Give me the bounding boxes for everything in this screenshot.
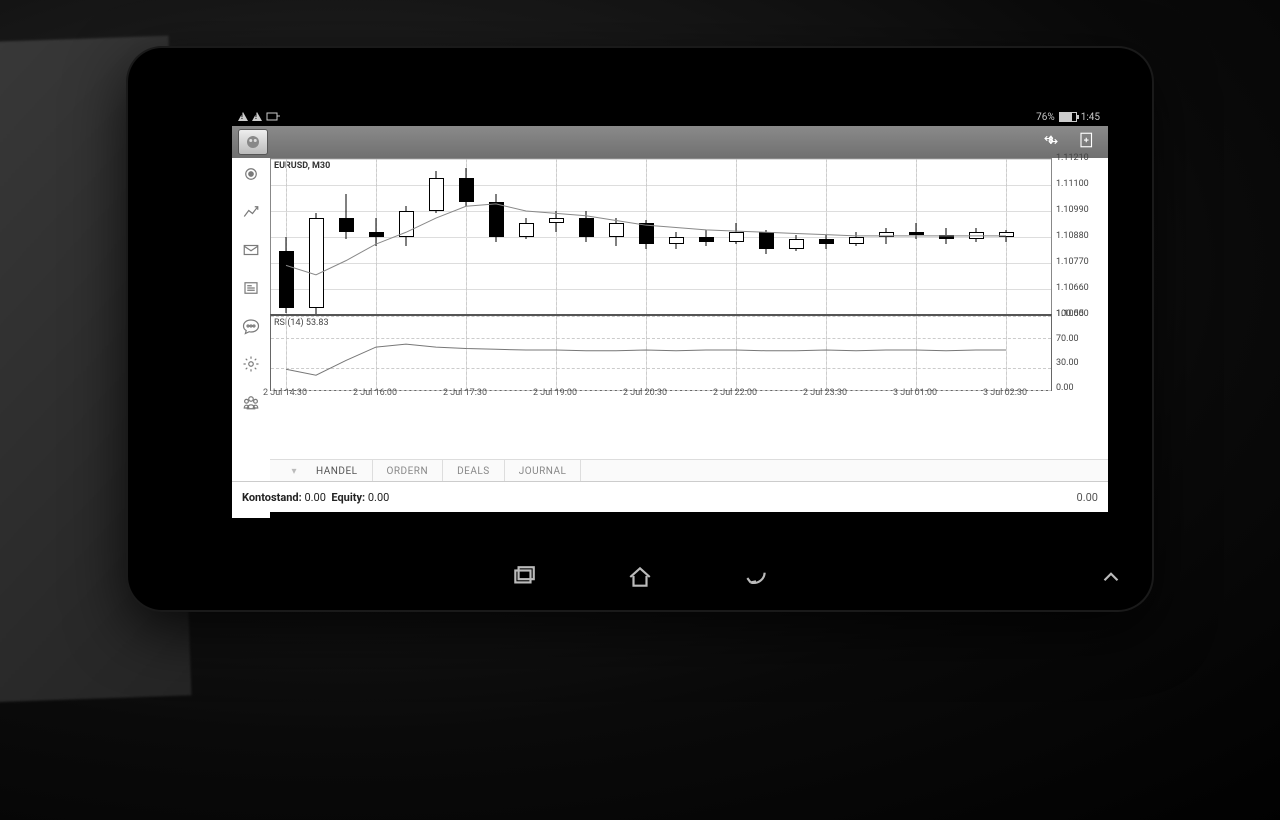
candle	[579, 159, 594, 315]
x-tick-label: 2 Jul 17:30	[443, 388, 487, 398]
battery-percent: 76%	[1036, 112, 1055, 123]
footer-right-value: 0.00	[1077, 491, 1098, 504]
rsi-panel[interactable]: RSI(14) 53.83	[270, 314, 1052, 391]
kontostand-value: 0.00	[304, 491, 325, 504]
x-tick-label: 2 Jul 14:30	[263, 388, 307, 398]
candle	[999, 159, 1014, 315]
y-tick-label: 1.10880	[1056, 231, 1089, 241]
account-footer: Kontostand: 0.00 Equity: 0.00 0.00	[232, 481, 1108, 512]
equity-label: Equity:	[331, 491, 365, 504]
app-logo-icon[interactable]	[238, 129, 268, 155]
community-icon[interactable]	[241, 392, 261, 412]
x-tick-label: 3 Jul 02:30	[983, 388, 1027, 398]
candle	[759, 159, 774, 315]
candle	[879, 159, 894, 315]
x-tick-label: 2 Jul 19:00	[533, 388, 577, 398]
candle	[369, 159, 384, 315]
y-tick-label: 1.10770	[1056, 257, 1089, 267]
candle	[939, 159, 954, 315]
expand-nav-icon[interactable]	[1098, 564, 1124, 594]
tablet-device: 76% 1:45 $	[128, 48, 1152, 610]
candle	[699, 159, 714, 315]
candle	[849, 159, 864, 315]
candle	[549, 159, 564, 315]
x-tick-label: 2 Jul 23:30	[803, 388, 847, 398]
home-button[interactable]	[627, 564, 653, 594]
tab-ordern[interactable]: ORDERN	[373, 460, 444, 482]
candle	[519, 159, 534, 315]
screen: 76% 1:45 $	[232, 108, 1108, 512]
candle	[339, 159, 354, 315]
candle	[429, 159, 444, 315]
sync-icon	[266, 112, 280, 122]
x-axis: 2 Jul 14:302 Jul 16:002 Jul 17:302 Jul 1…	[270, 388, 1052, 406]
mail-icon[interactable]	[241, 240, 261, 260]
x-tick-label: 2 Jul 20:30	[623, 388, 667, 398]
tab-journal[interactable]: JOURNAL	[505, 460, 582, 482]
tab-deals[interactable]: DEALS	[443, 460, 505, 482]
candle	[819, 159, 834, 315]
y-tick-label: 1.11210	[1056, 153, 1089, 163]
news-icon[interactable]	[241, 278, 261, 298]
chat-icon[interactable]	[241, 316, 261, 336]
rsi-y-tick-label: 0.00	[1056, 383, 1074, 393]
equity-value: 0.00	[368, 491, 389, 504]
y-tick-label: 1.11100	[1056, 179, 1089, 189]
chart-icon[interactable]	[241, 202, 261, 222]
candle	[729, 159, 744, 315]
quotes-icon[interactable]	[241, 164, 261, 184]
app-toolbar: $	[232, 126, 1108, 158]
candle	[309, 159, 324, 315]
candle	[909, 159, 924, 315]
candle	[639, 159, 654, 315]
candle	[279, 159, 294, 315]
warning-icon	[252, 112, 262, 121]
trade-icon[interactable]: $	[1042, 131, 1060, 153]
android-nav-bar	[128, 562, 1152, 596]
candle	[609, 159, 624, 315]
y-tick-label: 1.10990	[1056, 205, 1089, 215]
candle	[399, 159, 414, 315]
y-axis: 1.112101.111001.109901.108801.107701.106…	[1054, 158, 1108, 388]
candle	[789, 159, 804, 315]
warning-icon	[238, 112, 248, 121]
price-chart[interactable]: EURUSD, M30	[270, 158, 1052, 316]
candle	[669, 159, 684, 315]
chart-area[interactable]: EURUSD, M30 RSI(14) 53.83 2 Jul 14:302 J…	[270, 158, 1108, 456]
x-tick-label: 3 Jul 01:00	[893, 388, 937, 398]
battery-icon	[1059, 112, 1077, 122]
x-tick-label: 2 Jul 22:00	[713, 388, 757, 398]
rsi-y-tick-label: 70.00	[1056, 334, 1079, 344]
svg-text:$: $	[1049, 135, 1053, 144]
rsi-y-tick-label: 100.00	[1056, 309, 1084, 319]
chevron-down-icon[interactable]: ▾	[286, 466, 302, 477]
candle	[459, 159, 474, 315]
settings-icon[interactable]	[241, 354, 261, 374]
candle	[969, 159, 984, 315]
candle	[489, 159, 504, 315]
clock: 1:45	[1081, 112, 1100, 123]
y-tick-label: 1.10660	[1056, 283, 1089, 293]
new-order-icon[interactable]	[1078, 131, 1096, 153]
rsi-y-tick-label: 30.00	[1056, 358, 1079, 368]
sidebar	[232, 158, 270, 518]
tab-handel[interactable]: HANDEL	[302, 460, 373, 482]
kontostand-label: Kontostand:	[242, 491, 302, 504]
android-status-bar: 76% 1:45	[232, 108, 1108, 126]
recent-apps-button[interactable]	[511, 564, 537, 594]
back-button[interactable]	[743, 564, 769, 594]
x-tick-label: 2 Jul 16:00	[353, 388, 397, 398]
bottom-tabs: ▾ HANDELORDERNDEALSJOURNAL	[270, 459, 1108, 482]
rsi-label: RSI(14) 53.83	[274, 318, 329, 328]
